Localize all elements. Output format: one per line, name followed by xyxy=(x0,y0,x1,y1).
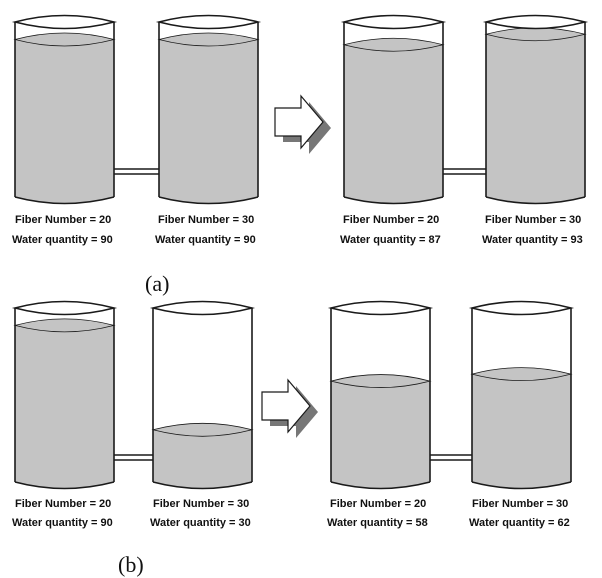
tank-base xyxy=(485,196,586,205)
tank-before-left xyxy=(11,300,118,490)
tank-after-right xyxy=(482,14,589,205)
tank-base xyxy=(152,481,253,490)
tanks-layer xyxy=(11,14,589,490)
tank-base xyxy=(14,481,115,490)
water-body xyxy=(153,429,252,489)
tank-rim xyxy=(155,14,262,30)
tank-rim xyxy=(11,300,118,316)
tank-base xyxy=(14,196,115,205)
tank-before-right xyxy=(149,300,256,490)
water-quantity-label: Water quantity = 93 xyxy=(482,234,583,246)
fiber-number-label: Fiber Number = 20 xyxy=(330,498,427,510)
tank-rim xyxy=(149,300,256,316)
connecting-pipe xyxy=(443,168,486,175)
fiber-number-label: Fiber Number = 30 xyxy=(485,214,582,226)
water-body xyxy=(486,34,585,204)
water-quantity-label: Water quantity = 90 xyxy=(12,517,113,529)
tank-after-left xyxy=(327,300,434,490)
water-body xyxy=(15,39,114,204)
water-body xyxy=(331,381,430,489)
panel-caption: (b) xyxy=(118,552,144,577)
connecting-pipe xyxy=(430,454,472,461)
tank-before-right xyxy=(155,14,262,205)
fiber-number-label: Fiber Number = 20 xyxy=(15,498,112,510)
fiber-number-label: Fiber Number = 30 xyxy=(153,498,250,510)
right-arrow-icon xyxy=(274,94,331,154)
water-body xyxy=(159,39,258,204)
water-quantity-label: Water quantity = 58 xyxy=(327,517,428,529)
fiber-number-label: Fiber Number = 20 xyxy=(15,214,112,226)
tank-base xyxy=(158,196,259,205)
right-arrow-icon xyxy=(261,378,318,438)
connecting-pipe xyxy=(114,454,153,461)
fiber-number-label: Fiber Number = 30 xyxy=(158,214,255,226)
tank-after-right xyxy=(468,300,575,490)
tank-rim xyxy=(11,14,118,30)
tank-after-left xyxy=(340,14,447,205)
panel-caption: (a) xyxy=(145,271,170,296)
water-quantity-label: Water quantity = 90 xyxy=(155,234,256,246)
connecting-pipe xyxy=(114,168,159,175)
fiber-number-label: Fiber Number = 30 xyxy=(472,498,569,510)
water-quantity-label: Water quantity = 87 xyxy=(340,234,441,246)
water-quantity-label: Water quantity = 30 xyxy=(150,517,251,529)
tank-rim xyxy=(340,14,447,30)
water-body xyxy=(15,325,114,489)
tank-base xyxy=(343,196,444,205)
water-body xyxy=(344,44,443,204)
tank-rim xyxy=(482,14,589,30)
tank-base xyxy=(471,481,572,490)
tank-rim xyxy=(468,300,575,316)
water-body xyxy=(472,374,571,489)
water-quantity-label: Water quantity = 90 xyxy=(12,234,113,246)
water-quantity-label: Water quantity = 62 xyxy=(469,517,570,529)
tank-base xyxy=(330,481,431,490)
tank-rim xyxy=(327,300,434,316)
tank-before-left xyxy=(11,14,118,205)
fiber-number-label: Fiber Number = 20 xyxy=(343,214,440,226)
